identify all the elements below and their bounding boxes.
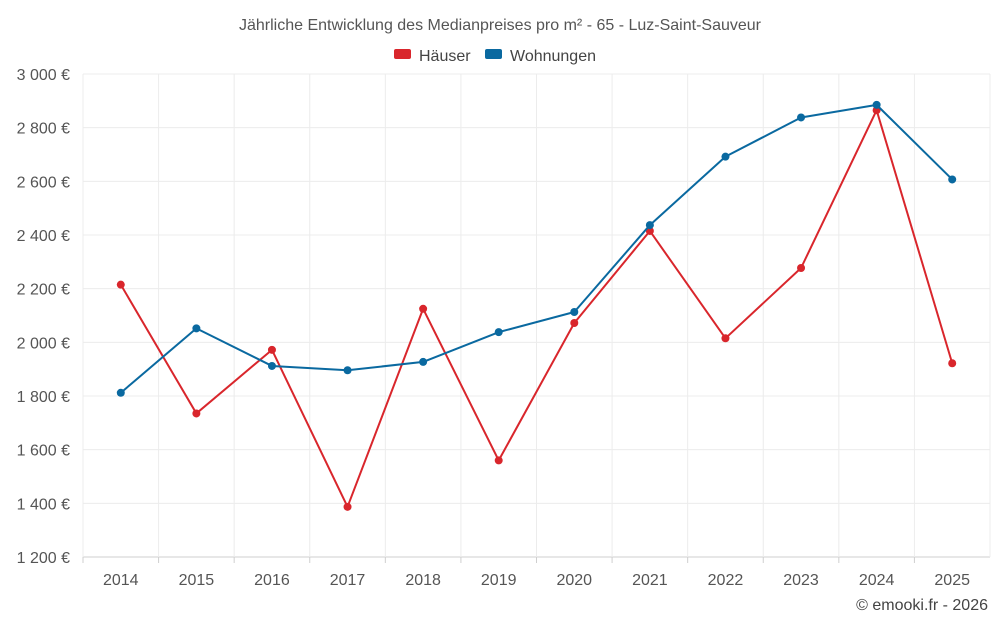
data-point-wohnungen[interactable] <box>192 324 201 333</box>
x-tick-label: 2020 <box>556 572 592 589</box>
x-tick-label: 2016 <box>254 572 290 589</box>
legend-label-hauser: Häuser <box>419 48 471 65</box>
y-tick-label: 1 600 € <box>17 443 70 460</box>
data-point-hauser[interactable] <box>116 280 125 289</box>
legend: Häuser Wohnungen <box>394 48 596 65</box>
data-point-hauser[interactable] <box>797 264 806 273</box>
y-tick-label: 1 800 € <box>17 389 70 406</box>
x-tick-label: 2021 <box>632 572 668 589</box>
data-point-hauser[interactable] <box>343 502 352 511</box>
data-point-hauser[interactable] <box>570 319 579 328</box>
data-point-hauser[interactable] <box>645 226 654 235</box>
data-point-wohnungen[interactable] <box>797 113 806 122</box>
data-point-hauser[interactable] <box>267 345 276 354</box>
data-point-hauser[interactable] <box>192 409 201 418</box>
data-point-wohnungen[interactable] <box>419 357 428 366</box>
x-tick-label: 2018 <box>405 572 441 589</box>
x-tick-label: 2023 <box>783 572 819 589</box>
data-point-wohnungen[interactable] <box>267 361 276 370</box>
y-tick-label: 1 200 € <box>17 550 70 567</box>
data-point-wohnungen[interactable] <box>948 175 957 184</box>
series-line-wohnungen <box>120 103 953 394</box>
y-tick-label: 2 000 € <box>17 335 70 352</box>
data-point-wohnungen[interactable] <box>116 388 125 397</box>
x-tick-label: 2019 <box>481 572 517 589</box>
y-tick-label: 3 000 € <box>17 67 70 84</box>
data-point-wohnungen[interactable] <box>494 328 503 337</box>
y-tick-label: 2 200 € <box>17 282 70 299</box>
series-wohnungen <box>116 100 957 397</box>
data-point-wohnungen[interactable] <box>645 221 654 230</box>
x-tick-label: 2017 <box>330 572 366 589</box>
copyright-text: © emooki.fr - 2026 <box>856 597 988 614</box>
x-tick-label: 2015 <box>179 572 215 589</box>
data-point-wohnungen[interactable] <box>872 100 881 109</box>
x-tick-label: 2024 <box>859 572 895 589</box>
y-tick-label: 2 800 € <box>17 121 70 138</box>
legend-label-wohnungen: Wohnungen <box>510 48 596 65</box>
grid <box>82 73 991 558</box>
x-tick-label: 2022 <box>708 572 744 589</box>
x-tick-label: 2014 <box>103 572 139 589</box>
legend-swatch-hauser <box>394 49 411 59</box>
x-tick-label: 2025 <box>934 572 970 589</box>
y-tick-label: 2 400 € <box>17 228 70 245</box>
series-layer <box>116 100 957 511</box>
legend-item-hauser[interactable]: Häuser <box>394 48 471 65</box>
data-point-hauser[interactable] <box>494 456 503 465</box>
data-point-wohnungen[interactable] <box>721 152 730 161</box>
data-point-hauser[interactable] <box>419 304 428 313</box>
data-point-hauser[interactable] <box>948 359 957 368</box>
y-tick-label: 1 400 € <box>17 496 70 513</box>
chart-title: Jährliche Entwicklung des Medianpreises … <box>239 17 762 34</box>
y-tick-label: 2 600 € <box>17 174 70 191</box>
data-point-hauser[interactable] <box>721 334 730 343</box>
legend-item-wohnungen[interactable]: Wohnungen <box>485 48 596 65</box>
data-point-wohnungen[interactable] <box>343 366 352 375</box>
y-axis: 1 200 € 1 400 € 1 600 € 1 800 € 2 000 € 2 200… <box>17 67 70 567</box>
data-point-wohnungen[interactable] <box>570 308 579 317</box>
x-axis: 2014 2015 2016 2017 2018 2019 2020 2021 2022 2023… <box>82 557 970 589</box>
legend-swatch-wohnungen <box>485 49 502 59</box>
